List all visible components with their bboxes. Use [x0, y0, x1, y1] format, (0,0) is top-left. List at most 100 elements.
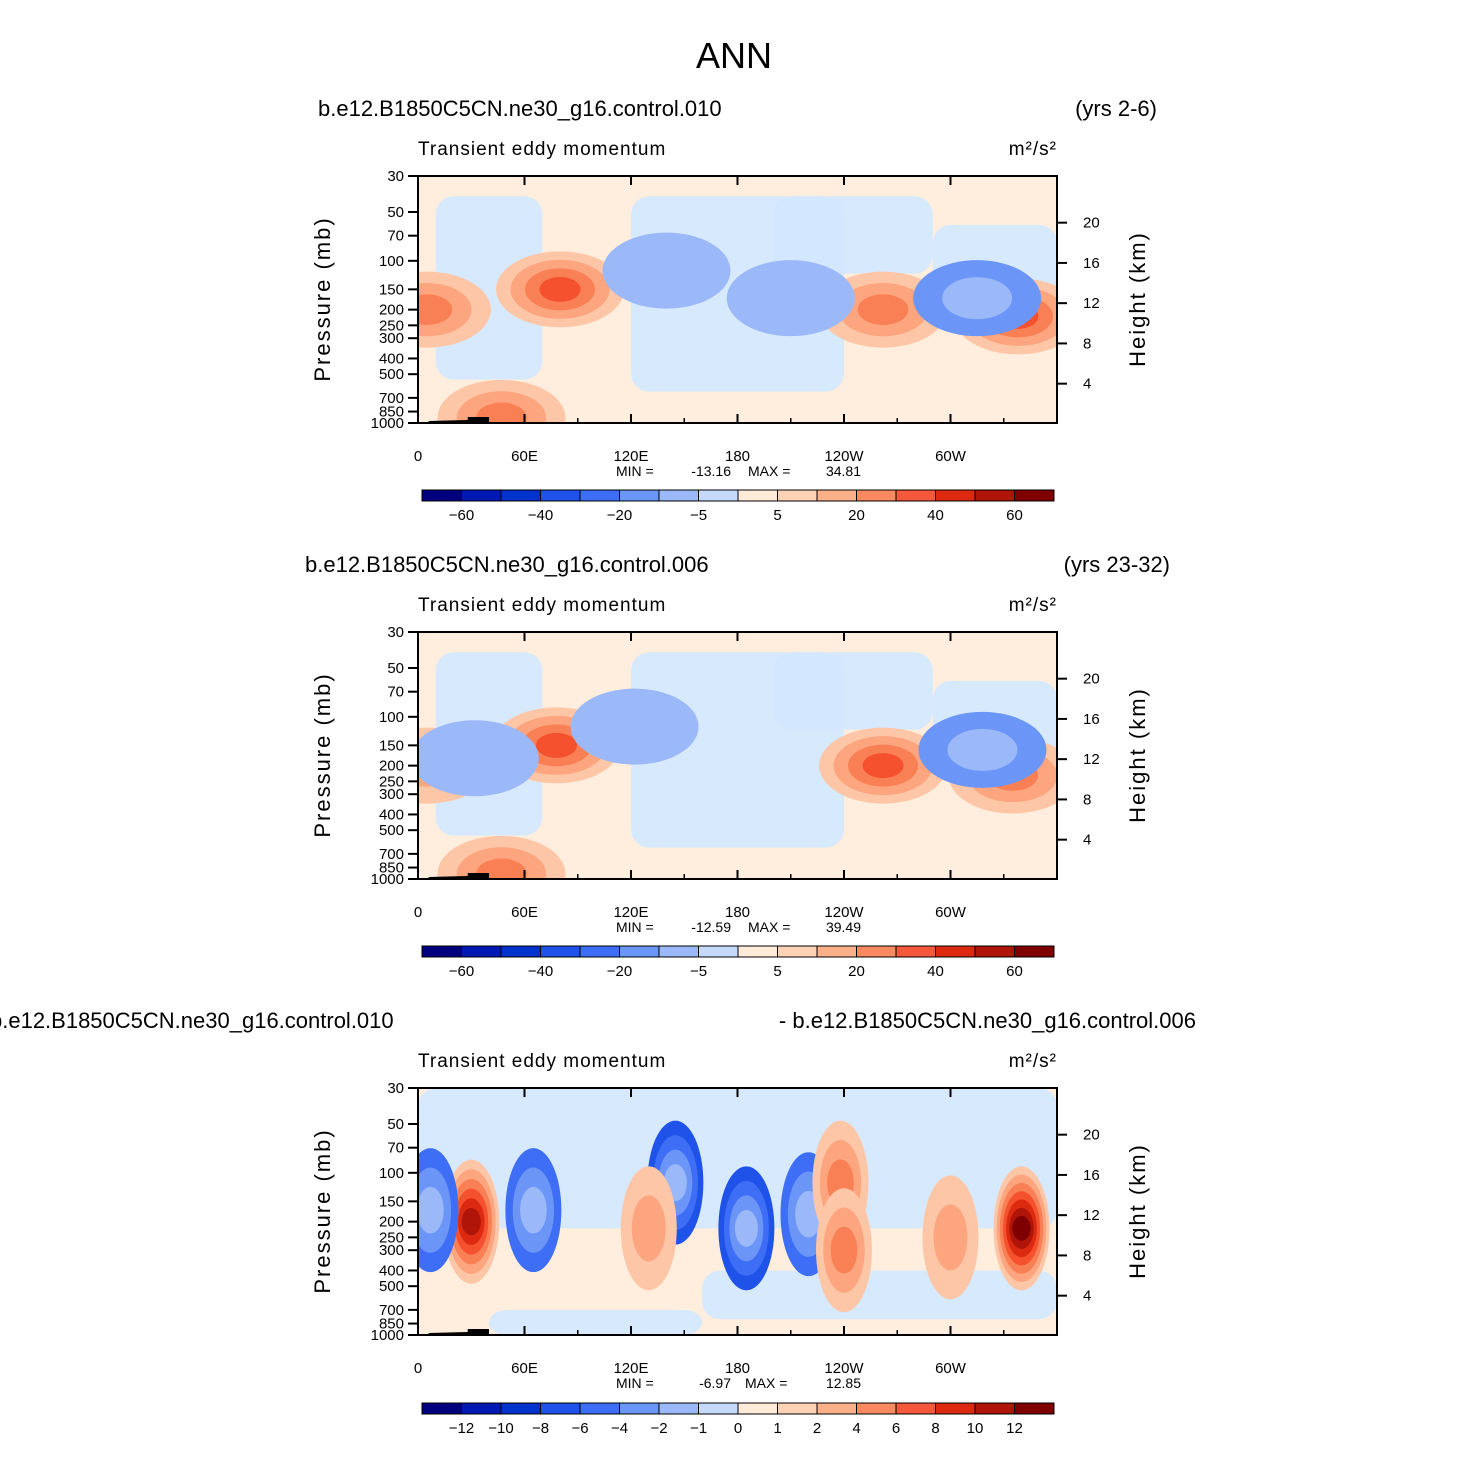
colorbar-swatch [658, 945, 699, 958]
y-tick-label: 250 [379, 1229, 404, 1246]
colorbar-swatch [935, 945, 976, 958]
y-tick-label: 50 [387, 204, 404, 221]
y-tick-label: 150 [379, 281, 404, 298]
y-tick-label: 150 [379, 737, 404, 754]
colorbar-swatch [658, 489, 699, 502]
y-tick-label: 500 [379, 822, 404, 839]
colorbar-swatch [935, 1402, 976, 1415]
panel-2-min-value: -12.59 [691, 919, 731, 935]
contour-feature [539, 276, 581, 302]
colorbar-swatch [698, 1402, 739, 1415]
panel-2-left-title: b.e12.B1850C5CN.ne30_g16.control.006 [305, 552, 709, 577]
colorbar-swatch [895, 489, 936, 502]
y-tick-label: 400 [379, 1262, 404, 1279]
y-tick-label: 850 [379, 860, 404, 877]
colorbar-swatch [540, 489, 581, 502]
colorbar-label: −20 [607, 507, 632, 524]
colorbar-swatch [1014, 1402, 1055, 1415]
y-tick-label: 1000 [371, 1327, 404, 1344]
y-tick-label: 850 [379, 1316, 404, 1333]
y-right-tick-label: 20 [1083, 215, 1100, 232]
panel-2-max-label: MAX = [748, 919, 790, 935]
colorbar-swatch [658, 1402, 699, 1415]
colorbar-swatch [856, 1402, 897, 1415]
x-tick-label: 0 [414, 904, 422, 921]
y-right-tick-label: 8 [1083, 791, 1091, 808]
negative-region [489, 1309, 702, 1335]
y-right-tick-label: 12 [1083, 295, 1100, 312]
panel-2-ylabel-right: Height (km) [1125, 687, 1150, 823]
colorbar-swatch [698, 945, 739, 958]
panel-2-min-label: MIN = [616, 919, 654, 935]
y-tick-label: 200 [379, 758, 404, 775]
y-tick-label: 500 [379, 1278, 404, 1295]
y-tick-label: 1000 [371, 871, 404, 888]
colorbar-label: 20 [848, 963, 865, 980]
colorbar-swatch [974, 489, 1015, 502]
colorbar-swatch [500, 945, 541, 958]
colorbar-swatch [895, 1402, 936, 1415]
x-tick-label: 120W [824, 904, 864, 921]
y-right-tick-label: 4 [1083, 1288, 1091, 1305]
contour-feature [602, 232, 731, 309]
contour-feature [418, 1186, 444, 1234]
negative-region [773, 196, 933, 274]
colorbar-label: 40 [927, 963, 944, 980]
contour-feature [830, 1226, 858, 1274]
y-tick-label: 700 [379, 846, 404, 863]
colorbar-swatch [737, 1402, 778, 1415]
panel-3-max-label: MAX = [745, 1375, 787, 1391]
panel-1-ylabel-right: Height (km) [1125, 231, 1150, 367]
contour-feature [726, 260, 855, 337]
colorbar-swatch [895, 945, 936, 958]
y-tick-label: 1000 [371, 415, 404, 432]
y-right-tick-label: 4 [1083, 376, 1091, 393]
y-right-tick-label: 20 [1083, 1127, 1100, 1144]
colorbar-label: −40 [528, 507, 553, 524]
colorbar-label: −60 [449, 507, 474, 524]
colorbar-swatch [698, 489, 739, 502]
panel-1-plot [418, 176, 1057, 423]
x-tick-label: 180 [725, 448, 750, 465]
panel-3-right-title: - b.e12.B1850C5CN.ne30_g16.control.006 [779, 1008, 1196, 1033]
colorbar-swatch [540, 1402, 581, 1415]
colorbar-label: −12 [449, 1420, 474, 1437]
y-right-tick-label: 16 [1083, 711, 1100, 728]
panel-2-ylabel: Pressure (mb) [310, 672, 335, 837]
colorbar-swatch [935, 489, 976, 502]
contour-feature [418, 294, 453, 325]
panel-3-min-value: -6.97 [699, 1375, 731, 1391]
panel-1-colorbar: −60 −40 −20 −5 5 20 40 60 [421, 489, 1055, 524]
x-tick-label: 60E [511, 1360, 538, 1377]
panel-1-ylabel: Pressure (mb) [310, 216, 335, 381]
panel-3-max-value: 12.85 [826, 1375, 861, 1391]
colorbar-label: 6 [892, 1420, 900, 1437]
y-tick-label: 30 [387, 1080, 404, 1097]
colorbar-label: −4 [611, 1420, 628, 1437]
y-tick-label: 300 [379, 330, 404, 347]
panel-1: b.e12.B1850C5CN.ne30_g16.control.010 (yr… [310, 96, 1157, 524]
x-tick-label: 180 [725, 1360, 750, 1377]
panel-2-units: m²/s² [1009, 595, 1057, 616]
colorbar-swatch [856, 945, 897, 958]
colorbar-swatch [737, 945, 778, 958]
y-tick-label: 250 [379, 773, 404, 790]
colorbar-swatch [856, 489, 897, 502]
colorbar-swatch [816, 1402, 857, 1415]
topography [428, 873, 489, 879]
colorbar-label: −60 [449, 963, 474, 980]
panel-2-plot [418, 632, 1057, 879]
panel-3: b.e12.B1850C5CN.ne30_g16.control.010 - b… [0, 1008, 1196, 1437]
colorbar-swatch [1014, 489, 1055, 502]
contour-feature [1012, 1216, 1031, 1241]
y-tick-label: 700 [379, 390, 404, 407]
panel-1-right-title: (yrs 2-6) [1075, 96, 1157, 121]
panel-2-colorbar: −60 −40 −20 −5 5 20 40 60 [421, 945, 1055, 980]
colorbar-label: 40 [927, 507, 944, 524]
contour-feature [570, 688, 699, 765]
contour-feature [857, 294, 909, 325]
colorbar-label: 10 [967, 1420, 984, 1437]
colorbar-label: 0 [734, 1420, 742, 1437]
